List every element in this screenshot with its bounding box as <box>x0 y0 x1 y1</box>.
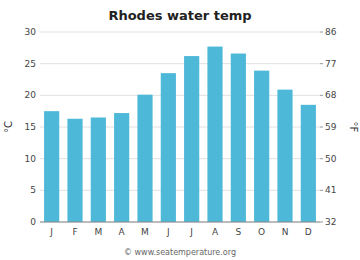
x-tick-label: A <box>119 227 126 237</box>
bar <box>301 105 316 222</box>
x-tick-label: J <box>49 227 53 237</box>
y2-tick <box>320 95 323 96</box>
y2-tick <box>320 222 323 223</box>
y2-axis-label: °F <box>348 122 359 133</box>
bar <box>91 118 106 223</box>
x-tick-label: D <box>305 227 312 237</box>
y2-tick <box>320 127 323 128</box>
bars <box>44 47 316 222</box>
y2-tick-label: 41 <box>325 185 336 195</box>
bar <box>67 119 82 222</box>
y-tick-label: 15 <box>25 122 36 132</box>
y2-tick-label: 86 <box>325 27 337 37</box>
y-tick-label: 10 <box>25 154 37 164</box>
y2-tick-label: 50 <box>325 154 337 164</box>
bar <box>44 111 59 222</box>
y-tick-label: 0 <box>30 217 36 227</box>
bar <box>161 73 176 222</box>
x-tick-label: S <box>235 227 241 237</box>
y-tick-label: 20 <box>25 90 37 100</box>
title: Rhodes water temp <box>108 8 251 23</box>
y-tick-label: 5 <box>30 185 36 195</box>
x-tick-label: M <box>141 227 149 237</box>
x-tick-label: M <box>94 227 102 237</box>
grid-line <box>40 32 320 33</box>
y2-tick-label: 32 <box>325 217 336 227</box>
bar <box>207 47 222 222</box>
x-tick-label: A <box>212 227 219 237</box>
grid-line <box>40 63 320 64</box>
y2-tick <box>320 190 323 191</box>
bar <box>231 54 246 222</box>
y-tick-label: 25 <box>25 59 36 69</box>
bar <box>277 90 292 222</box>
bar <box>184 56 199 222</box>
bar <box>137 95 152 222</box>
y2-tick-label: 59 <box>325 122 337 132</box>
x-tick-label: J <box>189 227 193 237</box>
x-tick-label: O <box>258 227 265 237</box>
chart: Rhodes water temp 0 5 10 15 20 25 30 32 41 50 59 68 7… <box>0 0 360 260</box>
x-tick-label: F <box>72 227 77 237</box>
y2-tick <box>320 63 323 64</box>
y-tick-label: 30 <box>25 27 37 37</box>
bar <box>254 71 269 222</box>
grid-line <box>40 222 320 223</box>
y2-tick <box>320 32 323 33</box>
x-axis-line <box>40 222 320 223</box>
bar <box>114 113 129 222</box>
x-tick-label: J <box>166 227 170 237</box>
y2-tick-label: 77 <box>325 59 336 69</box>
y-axis-label: °C <box>3 121 14 133</box>
annotation: © www.seatemperature.org <box>124 248 236 257</box>
y2-tick <box>320 158 323 159</box>
y2-tick-label: 68 <box>325 90 337 100</box>
x-tick-label: N <box>282 227 289 237</box>
